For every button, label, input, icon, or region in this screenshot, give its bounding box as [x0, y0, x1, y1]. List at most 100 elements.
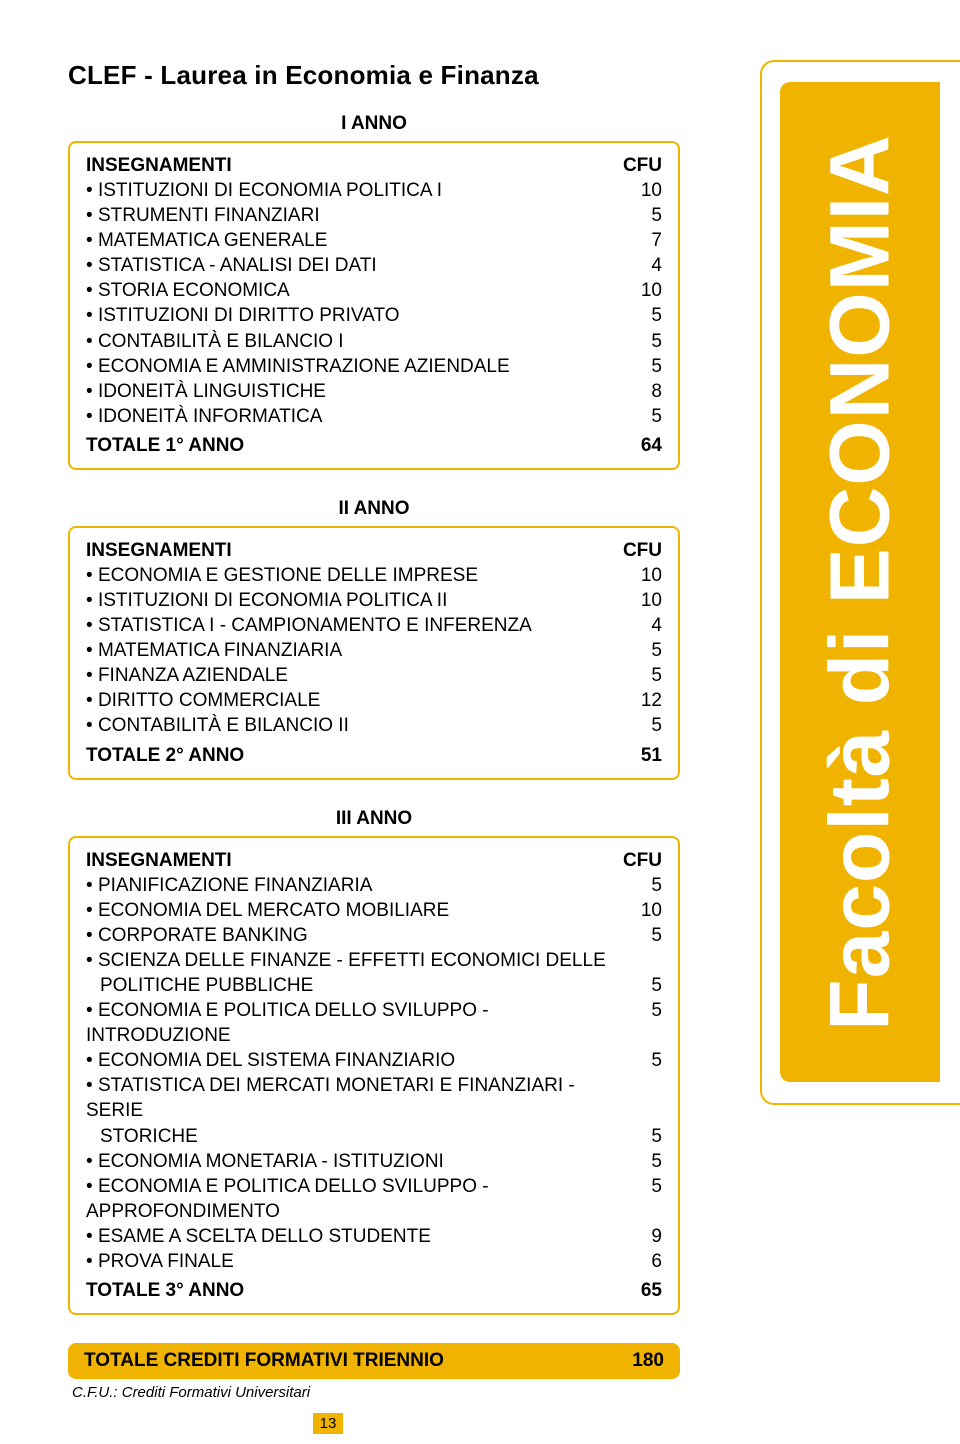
row-value: 8 [622, 379, 662, 404]
row-label: STORICHE [86, 1124, 622, 1149]
header-value: CFU [622, 848, 662, 873]
total-label: TOTALE 1° ANNO [86, 433, 622, 458]
row-value: 5 [622, 713, 662, 738]
row-label: CONTABILITÀ E BILANCIO II [86, 713, 622, 738]
row-label: ESAME A SCELTA DELLO STUDENTE [86, 1224, 622, 1249]
table-row: ECONOMIA E POLITICA DELLO SVILUPPO - INT… [86, 998, 662, 1048]
year1-rows: ISTITUZIONI DI ECONOMIA POLITICA I10STRU… [86, 178, 662, 429]
total-label: TOTALE 3° ANNO [86, 1278, 622, 1303]
table-row: MATEMATICA GENERALE7 [86, 228, 662, 253]
table-row: STRUMENTI FINANZIARI5 [86, 203, 662, 228]
page-content: CLEF - Laurea in Economia e Finanza I AN… [0, 0, 680, 1434]
year3-total: TOTALE 3° ANNO 65 [86, 1278, 662, 1303]
table-row: CONTABILITÀ E BILANCIO I5 [86, 329, 662, 354]
row-label: ECONOMIA DEL SISTEMA FINANZIARIO [86, 1048, 622, 1073]
row-value: 5 [622, 1149, 662, 1174]
row-value: 5 [622, 923, 662, 948]
row-label: IDONEITÀ INFORMATICA [86, 404, 622, 429]
table-row: ISTITUZIONI DI ECONOMIA POLITICA I10 [86, 178, 662, 203]
header-label: INSEGNAMENTI [86, 848, 622, 873]
year1-heading: I ANNO [68, 113, 680, 135]
table-header: INSEGNAMENTI CFU [86, 848, 662, 873]
table-row: ECONOMIA E POLITICA DELLO SVILUPPO - APP… [86, 1174, 662, 1224]
row-label: PROVA FINALE [86, 1249, 622, 1274]
header-label: INSEGNAMENTI [86, 153, 622, 178]
year3-heading: III ANNO [68, 808, 680, 830]
row-label: STATISTICA DEI MERCATI MONETARI E FINANZ… [86, 1073, 622, 1123]
year2-total: TOTALE 2° ANNO 51 [86, 743, 662, 768]
table-row: PIANIFICAZIONE FINANZIARIA5 [86, 873, 662, 898]
table-row: POLITICHE PUBBLICHE5 [86, 973, 662, 998]
table-header: INSEGNAMENTI CFU [86, 538, 662, 563]
row-value: 5 [622, 638, 662, 663]
row-value: 10 [622, 563, 662, 588]
grand-total-value: 180 [632, 1350, 664, 1372]
table-row: ECONOMIA MONETARIA - ISTITUZIONI5 [86, 1149, 662, 1174]
row-value: 4 [622, 613, 662, 638]
row-value: 5 [622, 663, 662, 688]
year2-heading: II ANNO [68, 498, 680, 520]
row-label: STATISTICA - ANALISI DEI DATI [86, 253, 622, 278]
table-row: STATISTICA DEI MERCATI MONETARI E FINANZ… [86, 1073, 662, 1123]
row-label: ECONOMIA E AMMINISTRAZIONE AZIENDALE [86, 354, 622, 379]
total-value: 51 [622, 743, 662, 768]
row-label: CORPORATE BANKING [86, 923, 622, 948]
grand-total-bar: TOTALE CREDITI FORMATIVI TRIENNIO 180 [68, 1343, 680, 1379]
page-title: CLEF - Laurea in Economia e Finanza [68, 60, 680, 91]
table-row: STORICHE5 [86, 1124, 662, 1149]
row-value: 9 [622, 1224, 662, 1249]
row-value: 5 [622, 329, 662, 354]
year2-table: INSEGNAMENTI CFU ECONOMIA E GESTIONE DEL… [68, 526, 680, 780]
row-label: CONTABILITÀ E BILANCIO I [86, 329, 622, 354]
row-value: 5 [622, 303, 662, 328]
header-value: CFU [622, 538, 662, 563]
total-label: TOTALE 2° ANNO [86, 743, 622, 768]
table-row: SCIENZA DELLE FINANZE - EFFETTI ECONOMIC… [86, 948, 662, 973]
table-row: IDONEITÀ INFORMATICA5 [86, 404, 662, 429]
row-label: ECONOMIA E GESTIONE DELLE IMPRESE [86, 563, 622, 588]
footnote: C.F.U.: Crediti Formativi Universitari [72, 1384, 680, 1401]
row-label: ECONOMIA E POLITICA DELLO SVILUPPO - APP… [86, 1174, 622, 1224]
row-label: ECONOMIA DEL MERCATO MOBILIARE [86, 898, 622, 923]
table-row: IDONEITÀ LINGUISTICHE8 [86, 379, 662, 404]
header-value: CFU [622, 153, 662, 178]
table-row: CONTABILITÀ E BILANCIO II5 [86, 713, 662, 738]
table-row: STATISTICA - ANALISI DEI DATI4 [86, 253, 662, 278]
table-row: ECONOMIA E AMMINISTRAZIONE AZIENDALE5 [86, 354, 662, 379]
table-row: ESAME A SCELTA DELLO STUDENTE9 [86, 1224, 662, 1249]
page-number: 13 [313, 1413, 343, 1434]
year2-rows: ECONOMIA E GESTIONE DELLE IMPRESE10ISTIT… [86, 563, 662, 739]
table-header: INSEGNAMENTI CFU [86, 153, 662, 178]
row-label: ISTITUZIONI DI ECONOMIA POLITICA I [86, 178, 622, 203]
grand-total-label: TOTALE CREDITI FORMATIVI TRIENNIO [84, 1350, 444, 1372]
row-label: ECONOMIA E POLITICA DELLO SVILUPPO - INT… [86, 998, 622, 1048]
row-value: 5 [622, 354, 662, 379]
table-row: FINANZA AZIENDALE5 [86, 663, 662, 688]
row-value: 4 [622, 253, 662, 278]
table-row: STATISTICA I - CAMPIONAMENTO E INFERENZA… [86, 613, 662, 638]
row-value: 5 [622, 203, 662, 228]
row-value: 5 [622, 973, 662, 998]
row-value: 7 [622, 228, 662, 253]
table-row: ISTITUZIONI DI DIRITTO PRIVATO5 [86, 303, 662, 328]
table-row: MATEMATICA FINANZIARIA5 [86, 638, 662, 663]
sidebar-tab-inner: Facoltà di ECONOMIA [780, 82, 940, 1082]
row-label: POLITICHE PUBBLICHE [86, 973, 622, 998]
row-label: STATISTICA I - CAMPIONAMENTO E INFERENZA [86, 613, 622, 638]
year3-rows: PIANIFICAZIONE FINANZIARIA5ECONOMIA DEL … [86, 873, 662, 1274]
year1-total: TOTALE 1° ANNO 64 [86, 433, 662, 458]
row-value: 10 [622, 898, 662, 923]
row-value: 10 [622, 178, 662, 203]
row-label: ISTITUZIONI DI ECONOMIA POLITICA II [86, 588, 622, 613]
row-label: FINANZA AZIENDALE [86, 663, 622, 688]
row-value: 12 [622, 688, 662, 713]
row-label: STORIA ECONOMICA [86, 278, 622, 303]
table-row: PROVA FINALE6 [86, 1249, 662, 1274]
row-label: PIANIFICAZIONE FINANZIARIA [86, 873, 622, 898]
row-label: ECONOMIA MONETARIA - ISTITUZIONI [86, 1149, 622, 1174]
row-value: 5 [622, 1174, 662, 1199]
header-label: INSEGNAMENTI [86, 538, 622, 563]
year3-table: INSEGNAMENTI CFU PIANIFICAZIONE FINANZIA… [68, 836, 680, 1315]
total-value: 64 [622, 433, 662, 458]
sidebar-label: Facoltà di ECONOMIA [812, 134, 909, 1030]
